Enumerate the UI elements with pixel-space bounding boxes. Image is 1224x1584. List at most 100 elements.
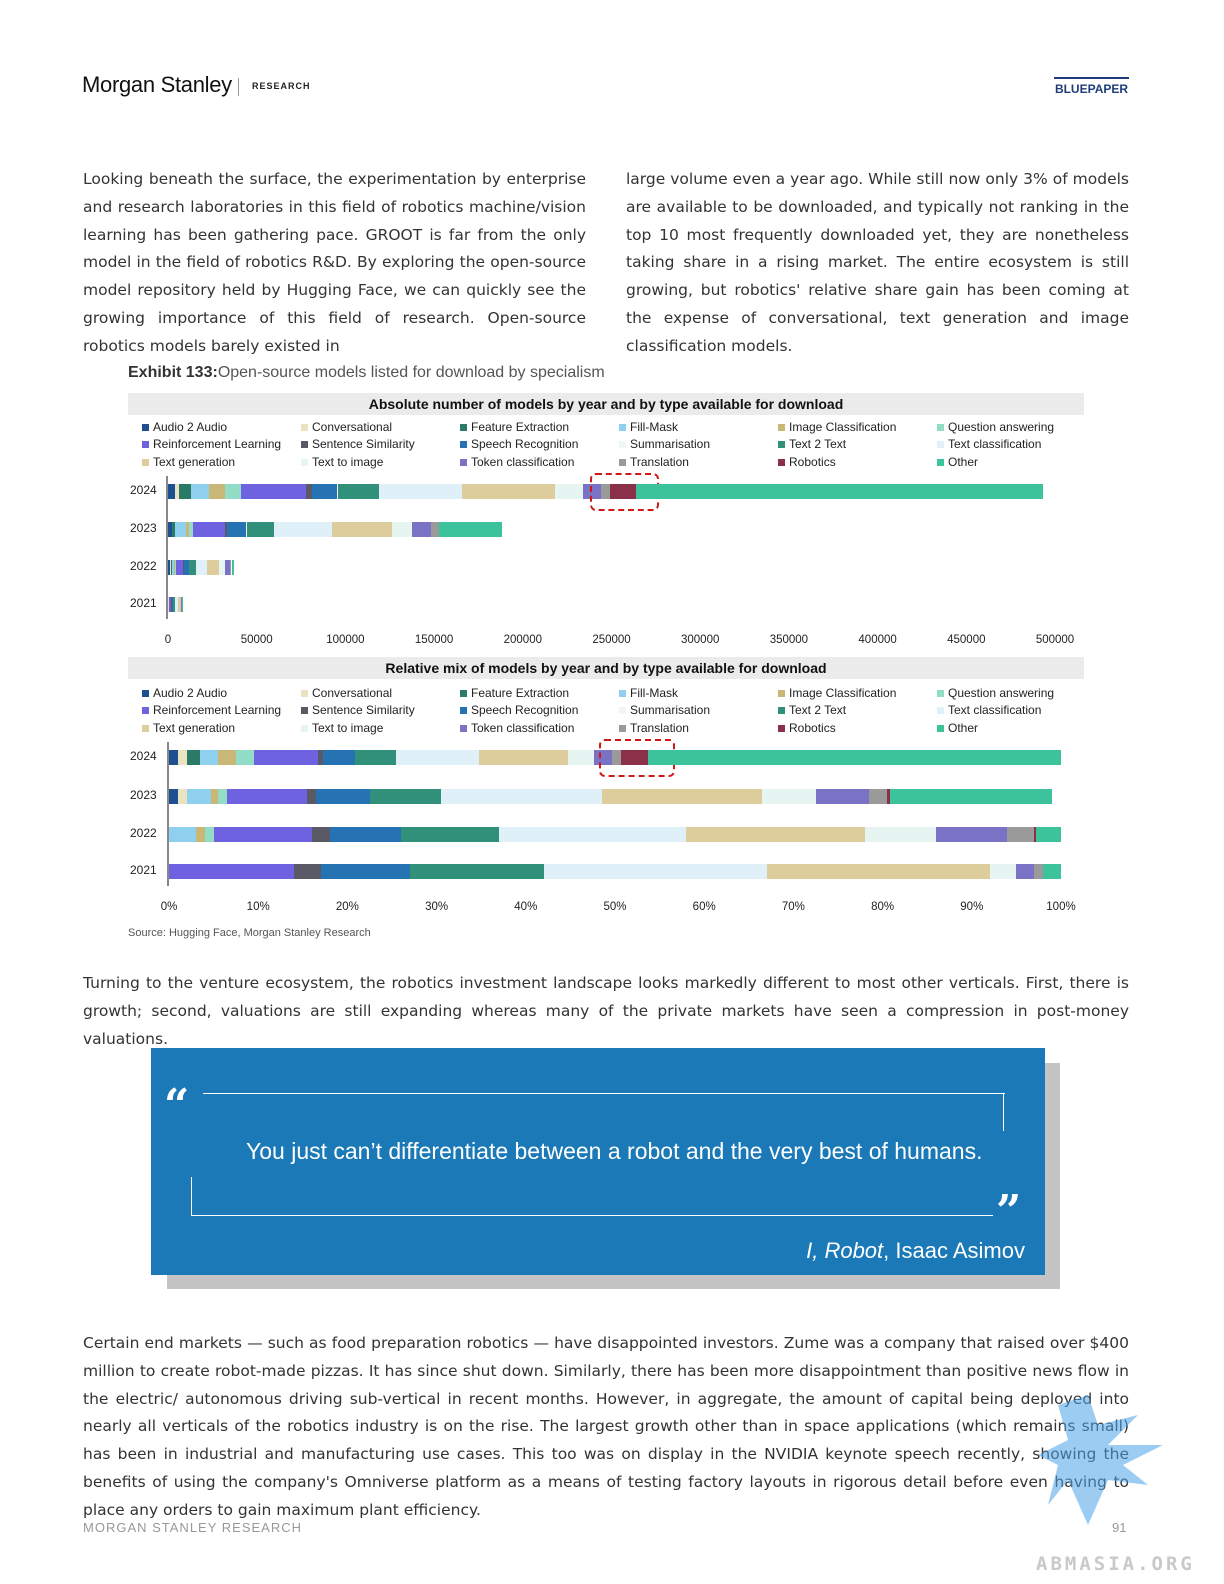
x-tick-label: 100000 [326, 634, 365, 646]
legend-swatch [778, 725, 785, 732]
legend-swatch [619, 707, 626, 714]
legend-label: Audio 2 Audio [153, 686, 228, 700]
bar-segment [169, 789, 178, 804]
bar-segment [168, 560, 170, 575]
bar-segment [169, 560, 171, 575]
legend-swatch [460, 424, 467, 431]
legend-label: Other [948, 455, 979, 469]
closing-paragraph: Certain end markets — such as food prepa… [83, 1334, 1129, 1519]
exhibit-title: Open-source models listed for download b… [217, 364, 605, 381]
bar-segment [253, 750, 318, 765]
brand-divider [238, 78, 239, 96]
bar-segment [231, 560, 234, 575]
bar-segment [240, 484, 307, 499]
section-label: RESEARCH [252, 81, 311, 91]
legend-swatch [301, 424, 308, 431]
bar-segment [196, 560, 208, 575]
bar-segment [177, 597, 181, 612]
bar-segment [230, 560, 232, 575]
bar-segment [462, 484, 555, 499]
legend-item: Text 2 Text [778, 703, 846, 717]
bar-segment [178, 484, 192, 499]
quote-box [151, 1048, 1045, 1275]
legend-label: Text generation [153, 721, 236, 735]
chart-relative-title: Relative mix of models by year and by ty… [128, 657, 1084, 679]
quote-frame-left [191, 1177, 192, 1215]
legend-item: Sentence Similarity [301, 703, 415, 717]
bar-segment [226, 522, 247, 537]
bar-segment [478, 750, 568, 765]
bar-segment [175, 522, 186, 537]
legend-label: Feature Extraction [471, 420, 570, 434]
legend-swatch [460, 690, 467, 697]
legend-item: Token classification [460, 721, 574, 735]
bar-segment [395, 750, 479, 765]
bar-segment [379, 484, 463, 499]
bar-segment [186, 750, 201, 765]
y-axis-line [167, 742, 169, 886]
legend-label: Question answering [948, 420, 1055, 434]
x-tick-label: 10% [246, 901, 270, 913]
x-tick-label: 250000 [592, 634, 631, 646]
x-tick-label: 70% [781, 901, 805, 913]
bar-segment [168, 522, 172, 537]
bar-segment [169, 597, 172, 612]
legend-swatch [301, 707, 308, 714]
chart-relative-legend: Audio 2 Audio Conversational Feature Extra… [142, 686, 1092, 740]
bar-segment [169, 750, 178, 765]
legend-swatch [937, 441, 944, 448]
legend-item: Image Classification [778, 686, 896, 700]
bar-segment [567, 750, 595, 765]
legend-item: Robotics [778, 721, 836, 735]
legend-item: Text to image [301, 721, 383, 735]
legend-label: Robotics [789, 455, 836, 469]
legend-label: Translation [630, 455, 689, 469]
bar-segment [174, 597, 178, 612]
legend-item: Robotics [778, 455, 836, 469]
bar-segment [1034, 827, 1037, 842]
bar-segment [172, 522, 176, 537]
legend-item: Question answering [937, 686, 1054, 700]
y-tick-label: 2024 [130, 749, 157, 763]
legend-label: Text 2 Text [789, 703, 847, 717]
legend-item: Other [937, 721, 978, 735]
bar-segment [181, 597, 183, 612]
bar-segment [175, 560, 184, 575]
bar-segment [224, 522, 227, 537]
legend-swatch [619, 424, 626, 431]
legend-label: Image Classification [789, 420, 897, 434]
legend-item: Summarisation [619, 437, 710, 451]
bar-segment [200, 750, 219, 765]
legend-item: Conversational [301, 686, 392, 700]
bar-segment [329, 827, 401, 842]
bar-segment [583, 484, 601, 499]
legend-label: Reinforcement Learning [153, 437, 282, 451]
bar-segment [246, 522, 274, 537]
x-tick-label: 350000 [769, 634, 809, 646]
bar-segment [189, 560, 197, 575]
bar-segment [169, 827, 196, 842]
bar-segment [648, 750, 1061, 765]
legend-item: Token classification [460, 455, 574, 469]
intro-right-column: large volume even a year ago. While stil… [626, 170, 1129, 355]
legend-item: Text 2 Text [778, 437, 846, 451]
legend-item: Feature Extraction [460, 686, 569, 700]
legend-item: Fill-Mask [619, 686, 678, 700]
bar-segment [887, 789, 890, 804]
bar-segment [400, 827, 500, 842]
legend-label: Summarisation [630, 703, 711, 717]
quote-frame-top [203, 1093, 1005, 1094]
bar-segment [183, 560, 185, 575]
x-tick-label: 50% [603, 901, 627, 913]
legend-item: Speech Recognition [460, 703, 578, 717]
intro-left-column: Looking beneath the surface, the experim… [83, 170, 586, 355]
bar-segment [317, 750, 324, 765]
bar-segment [439, 522, 502, 537]
bar-segment [1043, 864, 1061, 879]
bar-segment [989, 864, 1017, 879]
legend-swatch [937, 459, 944, 466]
bar-segment [169, 597, 171, 612]
bar-segment [183, 560, 190, 575]
legend-label: Text classification [948, 703, 1042, 717]
legend-swatch [778, 690, 785, 697]
